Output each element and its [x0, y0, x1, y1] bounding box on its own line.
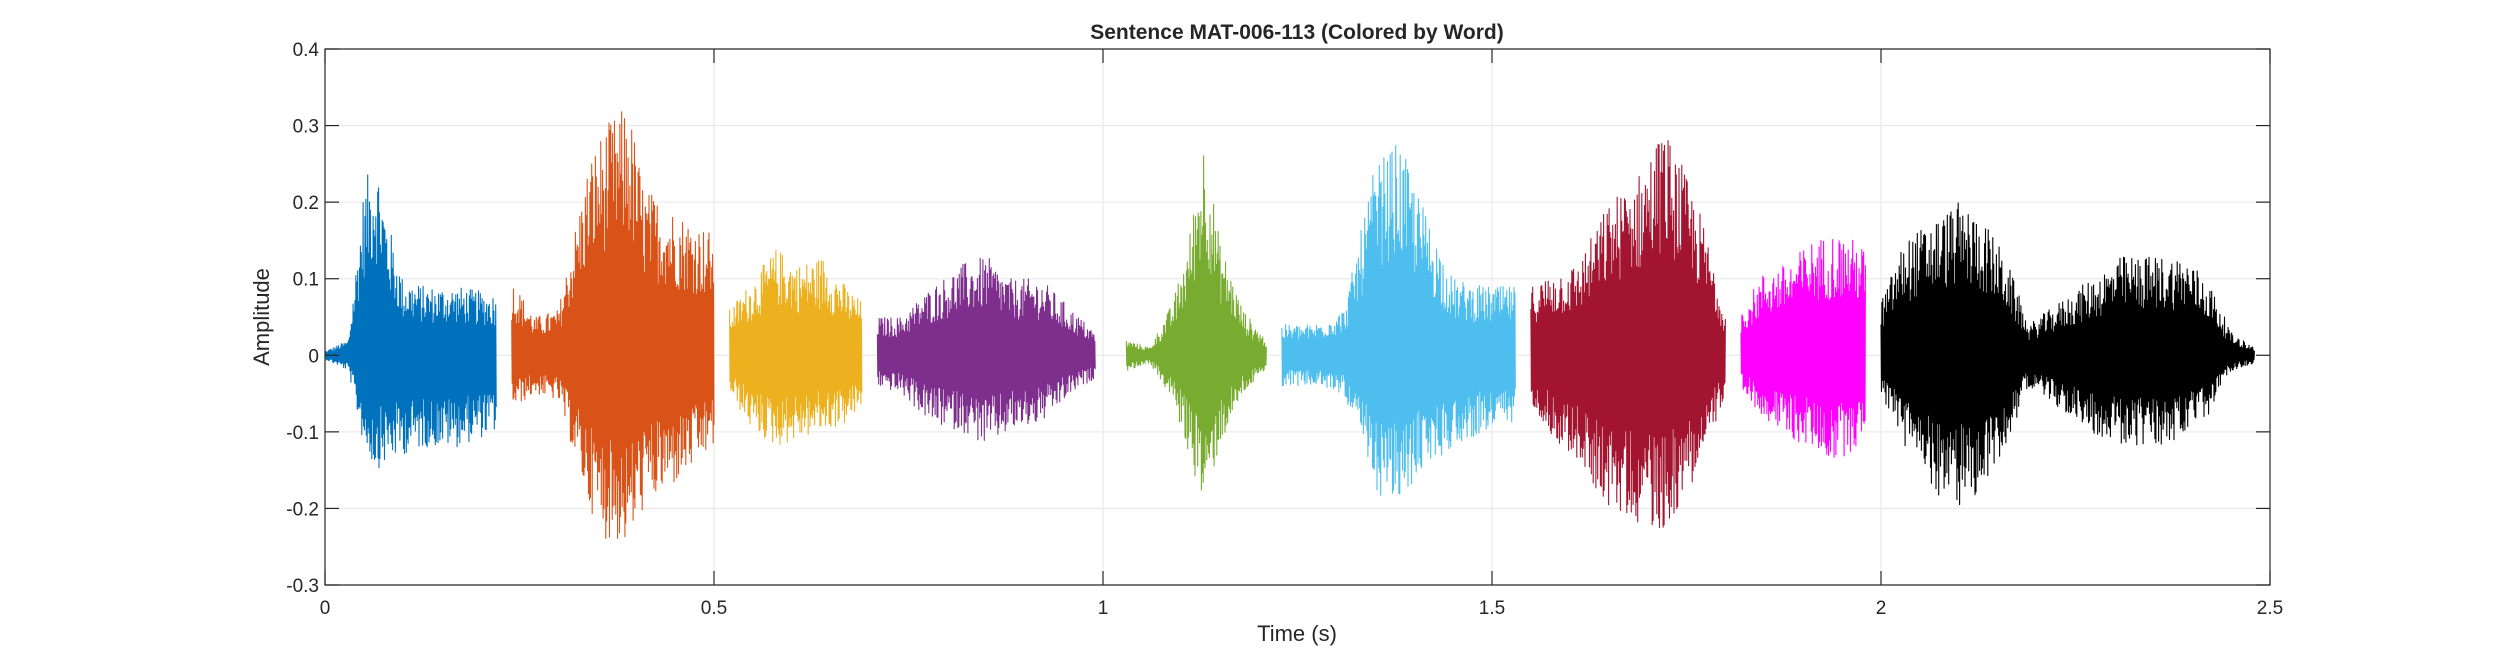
word-waveform-8 [1740, 239, 1866, 458]
y-tick-label: -0.1 [286, 423, 319, 444]
x-tick-label: 0.5 [701, 598, 727, 619]
chart-title: Sentence MAT-006-113 (Colored by Word) [1090, 21, 1503, 44]
word-waveform-1 [324, 174, 497, 469]
x-tick-label: 1 [1098, 598, 1109, 619]
y-tick-label: 0.3 [293, 117, 319, 138]
word-waveform-4 [876, 257, 1096, 441]
waveform-series [324, 111, 2255, 540]
x-tick-label: 0 [320, 598, 331, 619]
y-tick-label: 0.2 [293, 193, 319, 214]
word-waveform-2 [511, 111, 715, 540]
word-waveform-7 [1530, 140, 1726, 529]
x-tick-label: 2 [1876, 598, 1887, 619]
word-waveform-6 [1281, 145, 1516, 496]
y-tick-label: 0 [308, 346, 319, 367]
word-waveform-9 [1880, 202, 2255, 506]
y-tick-label: -0.2 [286, 499, 319, 520]
tick-labels: 0 0.5 1 1.5 2 2.5 -0.3 -0.2 -0.1 0 0.1 0.2 0.3 0.4 [286, 40, 2283, 619]
y-axis-label: Amplitude [249, 268, 274, 366]
tick-marks [324, 48, 2271, 586]
y-tick-label: 0.1 [293, 270, 319, 291]
x-tick-label: 2.5 [2257, 598, 2283, 619]
x-tick-label: 1.5 [1479, 598, 1505, 619]
word-waveform-5 [1125, 155, 1267, 491]
y-tick-label: 0.4 [293, 40, 320, 61]
word-waveform-3 [729, 250, 863, 445]
x-axis-label: Time (s) [1257, 621, 1337, 646]
y-tick-label: -0.3 [286, 576, 319, 597]
